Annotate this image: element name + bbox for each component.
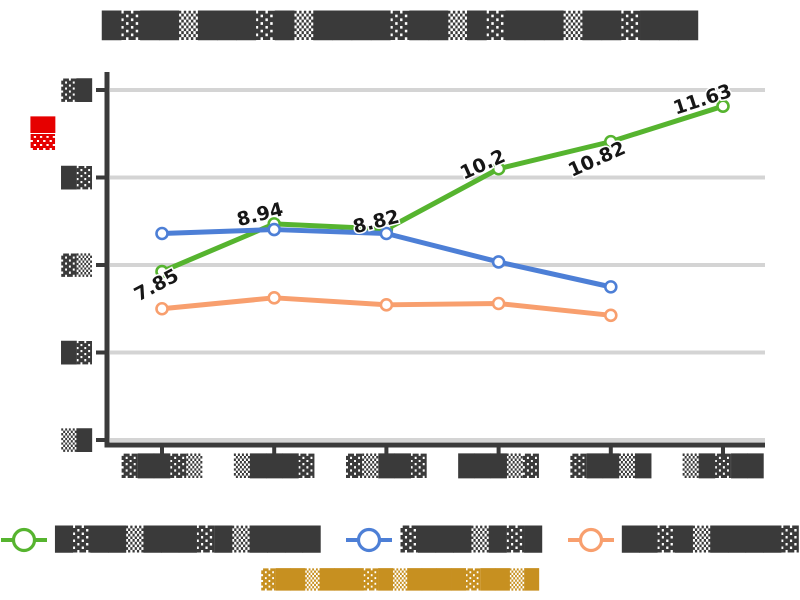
x-tick-label-2: ▓▒██▓ [346, 453, 428, 479]
chart-title: █▓██▒███▓█▒████▓██▒█▓███▒██▓███ [101, 11, 698, 40]
data-point-marker-orange-flat-series-2 [379, 298, 394, 312]
legend-marker-icon-2 [567, 527, 614, 553]
y-axis-unit-label: ▓█ [30, 116, 56, 150]
data-point-marker-blue-declining-series-2 [379, 226, 394, 241]
data-point-marker-blue-declining-series-1 [267, 222, 282, 237]
data-point-marker-blue-declining-series-0 [155, 226, 169, 241]
legend-label-2: ██▓█▒████▓ [621, 526, 799, 553]
legend-marker-icon-1 [346, 527, 393, 553]
data-point-marker-green-rising-series-5 [716, 99, 730, 113]
y-tick-label-3: █▓ [60, 341, 92, 365]
data-point-marker-green-rising-series-4 [603, 134, 618, 149]
legend-label-0: █▓██▒███▓█▒████ [55, 526, 321, 553]
data-point-marker-orange-flat-series-0 [155, 301, 169, 316]
x-tick-label-4: ▓██▒█ [570, 453, 652, 479]
data-point-marker-green-rising-series-0 [155, 264, 169, 279]
x-tick-label-0: ▓██▓▒ [122, 453, 204, 479]
axes: ▓██▓▓▒█▓▒█▓██▓▒ ▒███▓ ▓▒██▓ ███▒▓ ▓██▒█ ▒█▓██… [30, 72, 765, 479]
data-point-marker-blue-declining-series-4 [603, 280, 618, 294]
x-tick-label-1: ▒███▓ [234, 453, 316, 479]
plot-area: ▓██▓▓▒█▓▒█▓██▓▒ ▒███▓ ▓▒██▓ ███▒▓ ▓██▒█ ▒█▓██… [30, 72, 765, 479]
data-point-marker-green-rising-series-3 [491, 161, 506, 176]
y-tick-label-2: ▓▒ [61, 253, 92, 277]
data-point-marker-blue-declining-series-3 [491, 255, 506, 269]
y-tick-label-1: █▓ [60, 166, 92, 190]
data-point-markers [155, 99, 730, 323]
legend-entry-0: █▓██▒███▓█▒████ [1, 526, 320, 554]
legend-entry-1: ▓███▒█▓█ [346, 526, 542, 554]
y-tick-label-4: ▒█ [61, 428, 92, 452]
legend: █▓██▒███▓█▒████ ▓███▒█▓█ ██▓█▒████▓ [0, 518, 800, 562]
gridlines [110, 88, 765, 442]
legend-label-1: ▓███▒█▓█ [400, 526, 542, 553]
legend-entry-2: ██▓█▒████▓ [567, 526, 799, 554]
caption: ▓██▒███▓█▒████▓██▒█ [261, 569, 539, 591]
y-tick-label-0: ▓█ [61, 78, 92, 102]
x-tick-label-3: ███▒▓ [457, 453, 540, 479]
data-point-marker-orange-flat-series-4 [603, 308, 618, 323]
data-point-marker-orange-flat-series-3 [491, 296, 506, 311]
x-tick-label-5: ▒█▓██ [683, 453, 765, 479]
legend-marker-icon-0 [1, 527, 48, 553]
data-point-marker-orange-flat-series-1 [267, 291, 282, 305]
